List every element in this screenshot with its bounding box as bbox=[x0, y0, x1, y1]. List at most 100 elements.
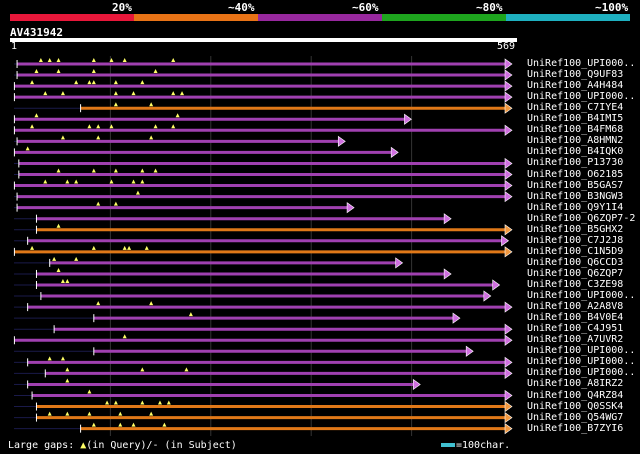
hit-label[interactable]: UniRef100_Q6ZQP7-2 bbox=[527, 212, 636, 224]
hit-label[interactable]: UniRef100_UPI000.. bbox=[527, 58, 636, 69]
gap-marker-icon bbox=[113, 168, 118, 173]
gap-marker-icon bbox=[113, 91, 118, 96]
gap-marker-icon bbox=[135, 190, 140, 195]
query-ruler bbox=[10, 38, 517, 42]
gap-marker-icon bbox=[91, 422, 96, 427]
hit-label[interactable]: UniRef100_O62185 bbox=[527, 168, 624, 180]
hit-arrow-icon bbox=[504, 179, 513, 192]
gap-marker-icon bbox=[171, 124, 176, 129]
gap-marker-icon bbox=[109, 58, 114, 62]
hit-label[interactable]: UniRef100_UPI000.. bbox=[527, 290, 636, 302]
gap-marker-icon bbox=[140, 400, 145, 405]
hit-arrow-icon bbox=[404, 113, 412, 125]
hit-arrow-icon bbox=[504, 102, 513, 114]
gap-marker-icon bbox=[91, 58, 96, 62]
gap-marker-icon bbox=[180, 91, 185, 96]
hit-label[interactable]: UniRef100_B7ZYI6 bbox=[527, 422, 624, 434]
hit-arrow-icon bbox=[504, 301, 513, 313]
hit-label[interactable]: UniRef100_A7UVR2 bbox=[527, 334, 624, 346]
scale-segment-purple bbox=[258, 14, 382, 21]
hit-label[interactable]: UniRef100_UPI000.. bbox=[527, 367, 636, 379]
hit-arrow-icon bbox=[504, 168, 513, 181]
gap-marker-icon bbox=[131, 179, 136, 184]
hit-arrow-icon bbox=[504, 69, 513, 81]
hit-label[interactable]: UniRef100_C1N5D9 bbox=[527, 245, 624, 257]
hit-label[interactable]: UniRef100_C4J951 bbox=[527, 323, 624, 335]
hit-label[interactable]: UniRef100_B4IQK0 bbox=[527, 146, 624, 158]
hit-label[interactable]: UniRef100_Q6ZQP7 bbox=[527, 267, 624, 279]
hit-arrow-icon bbox=[504, 412, 513, 424]
gap-marker-icon bbox=[47, 411, 52, 416]
gap-marker-icon bbox=[87, 80, 92, 85]
hit-arrow-icon bbox=[504, 58, 513, 70]
gap-marker-icon bbox=[140, 168, 145, 173]
gap-marker-icon bbox=[96, 301, 101, 306]
hit-label[interactable]: UniRef100_Q4RZ84 bbox=[527, 389, 624, 401]
hit-label[interactable]: UniRef100_B4FM68 bbox=[527, 124, 624, 136]
gap-marker-icon bbox=[122, 334, 127, 339]
hit-label[interactable]: UniRef100_A8HMN2 bbox=[527, 135, 624, 147]
gap-marker-icon bbox=[91, 69, 96, 74]
gap-marker-icon bbox=[140, 80, 145, 85]
gap-marker-icon bbox=[47, 356, 52, 361]
hit-arrow-icon bbox=[504, 400, 513, 413]
hit-label[interactable]: UniRef100_C3ZE98 bbox=[527, 279, 624, 290]
gap-marker-icon bbox=[109, 179, 114, 184]
hit-arrow-icon bbox=[501, 235, 509, 247]
hit-label[interactable]: UniRef100_B5GHX2 bbox=[527, 223, 624, 235]
hit-arrow-icon bbox=[492, 279, 501, 291]
hit-label[interactable]: UniRef100_UPI000.. bbox=[527, 91, 636, 103]
hit-arrow-icon bbox=[337, 135, 346, 147]
hit-label[interactable]: UniRef100_UPI000.. bbox=[527, 345, 636, 357]
gap-marker-icon bbox=[56, 267, 61, 272]
hit-label[interactable]: UniRef100_Q9UF83 bbox=[527, 69, 624, 81]
legend-gaps-text: Large gaps: bbox=[8, 440, 81, 451]
gap-marker-icon bbox=[65, 179, 70, 184]
gap-marker-icon bbox=[56, 168, 61, 173]
hit-label[interactable]: UniRef100_A2A8V8 bbox=[527, 301, 624, 313]
hit-label[interactable]: UniRef100_UPI000.. bbox=[527, 356, 636, 368]
hit-label[interactable]: UniRef100_Q6CCD3 bbox=[527, 256, 624, 268]
gap-marker-icon bbox=[87, 389, 92, 394]
hit-label[interactable]: UniRef100_A8IRZ2 bbox=[527, 378, 624, 390]
gap-marker-icon bbox=[166, 400, 171, 405]
legend-in-query: (in Query)/ bbox=[86, 440, 153, 451]
gap-marker-icon bbox=[153, 168, 158, 173]
gap-marker-icon bbox=[34, 113, 39, 118]
gap-marker-icon bbox=[171, 58, 176, 62]
ruler-end: 569 bbox=[497, 41, 516, 52]
hit-arrow-icon bbox=[452, 312, 461, 324]
gap-marker-icon bbox=[157, 400, 162, 405]
legend-in-subject: - (in Subject) bbox=[152, 440, 237, 451]
gap-marker-icon bbox=[118, 411, 123, 416]
hit-label[interactable]: UniRef100_Q9Y1I4 bbox=[527, 201, 624, 213]
hit-arrow-icon bbox=[443, 213, 452, 225]
hit-arrow-icon bbox=[504, 191, 513, 203]
hit-arrow-icon bbox=[504, 356, 513, 368]
gap-marker-icon bbox=[149, 301, 154, 306]
hit-label[interactable]: UniRef100_Q54WG7 bbox=[527, 411, 624, 423]
gap-marker-icon bbox=[60, 91, 65, 96]
gap-marker-icon bbox=[149, 411, 154, 416]
hit-label[interactable]: UniRef100_B5GAS7 bbox=[527, 179, 624, 191]
hit-label[interactable]: UniRef100_A4H484 bbox=[527, 80, 624, 92]
gap-marker-icon bbox=[184, 367, 189, 372]
gap-marker-icon bbox=[60, 356, 65, 361]
gap-triangle-icon: ▲ bbox=[80, 440, 87, 451]
hit-label[interactable]: UniRef100_C7IYE4 bbox=[527, 102, 624, 114]
hit-label[interactable]: UniRef100_Q0SSK4 bbox=[527, 400, 624, 412]
hit-label[interactable]: UniRef100_P13730 bbox=[527, 157, 624, 169]
gap-marker-icon bbox=[87, 411, 92, 416]
gap-marker-icon bbox=[175, 113, 180, 118]
hit-arrow-icon bbox=[504, 80, 513, 92]
gap-marker-icon bbox=[105, 400, 110, 405]
hit-label[interactable]: UniRef100_C7J2J8 bbox=[527, 234, 624, 246]
hit-label[interactable]: UniRef100_B3NGW3 bbox=[527, 190, 624, 202]
gap-marker-icon bbox=[122, 245, 127, 250]
percent-label-60: ~60% bbox=[352, 1, 379, 14]
hit-label[interactable]: UniRef100_B4IMI5 bbox=[527, 113, 624, 125]
hit-arrow-icon bbox=[390, 146, 399, 158]
hit-label[interactable]: UniRef100_B4V0E4 bbox=[527, 312, 624, 324]
gap-marker-icon bbox=[140, 367, 145, 372]
gap-marker-icon bbox=[109, 124, 114, 129]
